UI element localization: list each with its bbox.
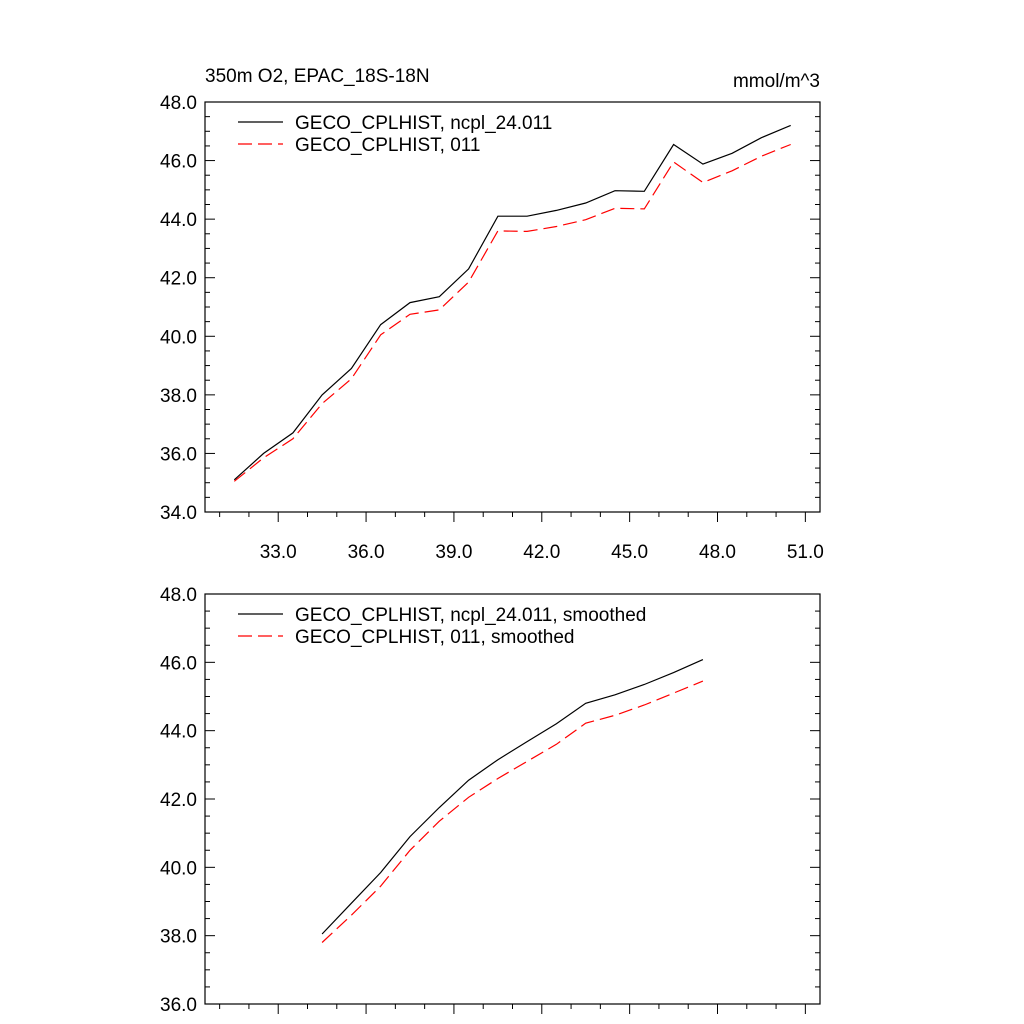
- x-tick-label: 42.0: [523, 542, 560, 563]
- y-tick-label: 46.0: [160, 653, 197, 674]
- y-tick-label: 34.0: [160, 503, 197, 524]
- legend-entry-0: GECO_CPLHIST, ncpl_24.011, smoothed: [295, 605, 646, 626]
- y-tick-label: 42.0: [160, 790, 197, 811]
- y-tick-label: 48.0: [160, 93, 197, 114]
- x-tick-label: 48.0: [699, 542, 736, 563]
- top-panel: 34.0 36.0 38.0 40.0 42.0 44.0 46.0 48.0 33.0 36.0…: [160, 66, 824, 563]
- y-tick-label: 44.0: [160, 722, 197, 743]
- legend-entry-1: GECO_CPLHIST, 011, smoothed: [295, 627, 575, 648]
- y-tick-label: 36.0: [160, 995, 197, 1016]
- y-tick-label: 38.0: [160, 927, 197, 948]
- y-tick-label: 42.0: [160, 269, 197, 290]
- y-tick-label: 38.0: [160, 386, 197, 407]
- series-line-1: [233, 143, 791, 482]
- y-tick-label: 44.0: [160, 210, 197, 231]
- units-label: mmol/m^3: [733, 71, 820, 92]
- y-tick-label: 40.0: [160, 858, 197, 879]
- bottom-panel: 36.0 38.0 40.0 42.0 44.0 46.0 48.0 GECO_CPLHIST…: [160, 585, 821, 1016]
- y-tick-label: 36.0: [160, 444, 197, 465]
- x-tick-label: 39.0: [435, 542, 472, 563]
- y-tick-label: 48.0: [160, 585, 197, 606]
- y-tick-label: 46.0: [160, 152, 197, 173]
- y-tick-label: 40.0: [160, 327, 197, 348]
- x-tick-label: 51.0: [787, 542, 824, 563]
- legend-entry-0: GECO_CPLHIST, ncpl_24.011: [295, 113, 552, 134]
- x-tick-label: 45.0: [611, 542, 648, 563]
- plot-frame: [204, 593, 821, 1005]
- series-line-0: [321, 659, 704, 935]
- series-line-0: [233, 124, 791, 481]
- plot-frame: [204, 101, 821, 513]
- chart-title: 350m O2, EPAC_18S-18N: [205, 66, 430, 87]
- series-line-1: [321, 680, 704, 943]
- x-tick-label: 36.0: [348, 542, 385, 563]
- legend-entry-1: GECO_CPLHIST, 011: [295, 135, 481, 156]
- x-tick-label: 33.0: [260, 542, 297, 563]
